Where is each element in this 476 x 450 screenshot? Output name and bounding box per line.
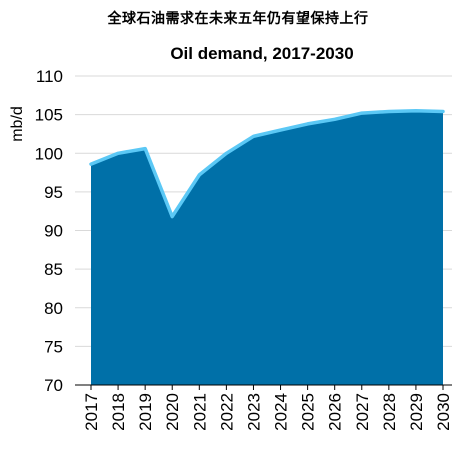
x-tick-label-2025: 2025 bbox=[299, 393, 318, 431]
page-headline: 全球石油需求在未来五年仍有望保持上行 bbox=[107, 11, 369, 27]
y-axis-ticks: 70 75 80 85 90 95 100 105 110 bbox=[35, 67, 63, 395]
plot-area bbox=[75, 109, 452, 386]
x-tick-label-2020: 2020 bbox=[163, 393, 182, 431]
y-axis-label: mb/d bbox=[9, 106, 26, 142]
x-tick-label-2026: 2026 bbox=[326, 393, 345, 431]
y-tick-label-75: 75 bbox=[44, 337, 63, 356]
y-tick-label-95: 95 bbox=[44, 183, 63, 202]
y-tick-label-85: 85 bbox=[44, 260, 63, 279]
x-tick-label-2021: 2021 bbox=[190, 393, 209, 431]
x-tick-label-2024: 2024 bbox=[272, 393, 291, 431]
x-tick-label-2029: 2029 bbox=[407, 393, 426, 431]
x-tick-label-2027: 2027 bbox=[353, 393, 372, 431]
x-tick-label-2023: 2023 bbox=[244, 393, 263, 431]
area-series bbox=[91, 110, 443, 386]
y-tick-label-100: 100 bbox=[35, 144, 63, 163]
x-axis-ticks: 2017 2018 2019 2020 2021 2022 2023 2024 2025 2026… bbox=[82, 385, 453, 431]
x-tick-label-2017: 2017 bbox=[82, 393, 101, 431]
y-tick-label-70: 70 bbox=[44, 376, 63, 395]
x-tick-label-2028: 2028 bbox=[380, 393, 399, 431]
x-tick-label-2019: 2019 bbox=[136, 393, 155, 431]
x-tick-label-2022: 2022 bbox=[217, 393, 236, 431]
series-line bbox=[89, 109, 445, 219]
chart-title: Oil demand, 2017-2030 bbox=[170, 44, 353, 63]
y-tick-label-105: 105 bbox=[35, 106, 63, 125]
y-tick-label-110: 110 bbox=[36, 67, 63, 86]
x-tick-label-2018: 2018 bbox=[109, 393, 128, 431]
y-tick-label-90: 90 bbox=[44, 222, 63, 241]
x-tick-label-2030: 2030 bbox=[434, 393, 453, 431]
y-tick-label-80: 80 bbox=[44, 299, 63, 318]
